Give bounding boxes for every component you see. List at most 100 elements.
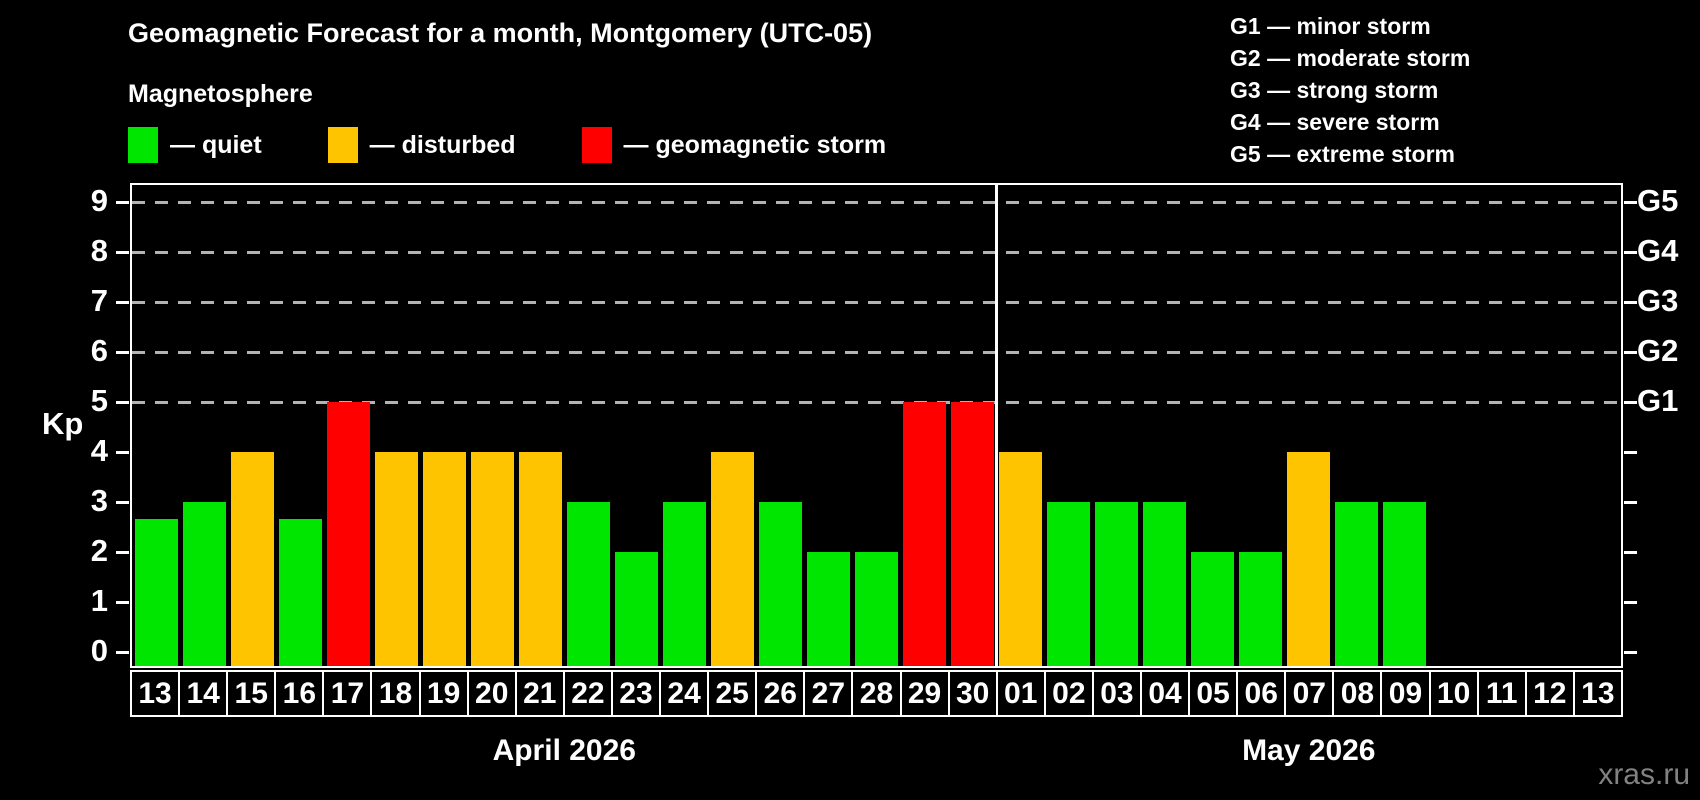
day-label-15: 15: [226, 670, 277, 717]
day-label-13: 13: [1572, 670, 1623, 717]
y-axis-tick-right-8: [1624, 251, 1637, 254]
day-label-22: 22: [562, 670, 613, 717]
kp-bar-day-06: [1239, 552, 1283, 666]
legend-label-storm: — geomagnetic storm: [623, 130, 887, 159]
day-label-13: 13: [130, 670, 181, 717]
kp-bar-day-02: [1047, 502, 1091, 666]
g-scale-tick-label-g3: G3: [1637, 283, 1679, 318]
y-axis-tick-left-6: [116, 351, 129, 354]
kp-bar-day-13: [134, 518, 178, 666]
day-label-17: 17: [322, 670, 373, 717]
day-label-03: 03: [1091, 670, 1142, 717]
day-label-05: 05: [1188, 670, 1239, 717]
gridline-kp5: [132, 401, 1621, 404]
chart-title: Geomagnetic Forecast for a month, Montgo…: [128, 18, 873, 48]
kp-bar-day-18: [374, 452, 418, 666]
y-axis-tick-label-3: 3: [90, 483, 108, 518]
kp-bar-day-27: [806, 552, 850, 666]
kp-bar-day-05: [1191, 552, 1235, 666]
y-axis-tick-right-3: [1624, 501, 1637, 504]
magnetosphere-legend: — quiet — disturbed — geomagnetic storm: [128, 127, 952, 163]
watermark: xras.ru: [1598, 758, 1690, 791]
disturbed-color-swatch: [327, 127, 358, 163]
y-axis-tick-right-1: [1624, 601, 1637, 604]
legend-label-quiet: — quiet: [170, 130, 262, 159]
y-axis-tick-left-8: [116, 251, 129, 254]
kp-bar-day-26: [758, 502, 802, 666]
kp-bar-day-08: [1335, 502, 1379, 666]
kp-bar-day-14: [182, 502, 226, 666]
month-separator-line: [995, 185, 999, 666]
y-axis-tick-right-7: [1624, 301, 1637, 304]
gridline-kp7: [132, 301, 1621, 304]
day-label-27: 27: [803, 670, 854, 717]
day-label-01: 01: [995, 670, 1046, 717]
g2-legend-line: G2 — moderate storm: [1230, 45, 1471, 71]
day-label-11: 11: [1476, 670, 1527, 717]
y-axis-tick-label-9: 9: [90, 183, 108, 218]
y-axis-tick-right-0: [1624, 651, 1637, 654]
kp-bar-day-09: [1383, 502, 1427, 666]
day-label-20: 20: [466, 670, 517, 717]
chart-subtitle: Magnetosphere: [128, 80, 313, 108]
day-label-04: 04: [1139, 670, 1191, 717]
kp-bar-day-17: [326, 402, 370, 666]
g-scale-tick-label-g2: G2: [1637, 333, 1679, 368]
y-axis-tick-label-1: 1: [90, 583, 108, 618]
day-label-21: 21: [514, 670, 565, 717]
storm-color-swatch: [581, 127, 612, 163]
kp-bar-day-20: [470, 452, 514, 666]
kp-bar-day-01: [999, 452, 1043, 666]
kp-bar-day-25: [710, 452, 754, 666]
day-label-16: 16: [274, 670, 325, 717]
y-axis-tick-right-9: [1624, 201, 1637, 204]
y-axis-tick-label-6: 6: [90, 333, 108, 368]
gridline-kp8: [132, 251, 1621, 254]
g-scale-tick-label-g5: G5: [1637, 183, 1679, 218]
y-axis-tick-label-7: 7: [90, 283, 108, 318]
y-axis-tick-label-4: 4: [90, 433, 108, 468]
y-axis-tick-right-4: [1624, 451, 1637, 454]
day-label-29: 29: [899, 670, 950, 717]
day-label-10: 10: [1428, 670, 1479, 717]
y-axis-tick-left-4: [116, 451, 129, 454]
g-scale-legend: G1 — minor storm G2 — moderate storm G3 …: [1230, 10, 1470, 170]
gridline-kp6: [132, 351, 1621, 354]
y-axis-tick-label-2: 2: [90, 533, 108, 568]
kp-bar-day-07: [1287, 452, 1331, 666]
g5-legend-line: G5 — extreme storm: [1230, 141, 1455, 167]
day-label-14: 14: [178, 670, 229, 717]
y-axis-tick-left-1: [116, 601, 129, 604]
y-axis-tick-label-0: 0: [90, 633, 108, 668]
y-axis-tick-right-5: [1624, 401, 1637, 404]
y-axis-tick-label-5: 5: [90, 383, 108, 418]
day-label-30: 30: [947, 670, 998, 717]
day-label-09: 09: [1380, 670, 1431, 717]
legend-item-disturbed: — disturbed: [327, 127, 516, 163]
kp-bar-day-23: [614, 552, 658, 666]
day-label-18: 18: [370, 670, 421, 717]
y-axis-tick-right-6: [1624, 351, 1637, 354]
y-axis-tick-left-0: [116, 651, 129, 654]
day-label-08: 08: [1332, 670, 1383, 717]
day-label-23: 23: [610, 670, 662, 717]
kp-bar-day-28: [854, 552, 898, 666]
y-axis-tick-left-5: [116, 401, 129, 404]
g3-legend-line: G3 — strong storm: [1230, 77, 1439, 103]
kp-bar-day-21: [518, 452, 562, 666]
kp-bar-day-19: [422, 452, 466, 666]
quiet-color-swatch: [128, 127, 158, 163]
g-scale-tick-label-g1: G1: [1637, 383, 1679, 418]
y-axis-tick-left-9: [116, 201, 129, 204]
kp-bar-day-22: [566, 502, 610, 666]
y-axis-title-kp: Kp: [42, 406, 84, 441]
legend-label-disturbed: — disturbed: [369, 130, 516, 159]
kp-bar-day-30: [951, 402, 995, 666]
y-axis-tick-label-8: 8: [90, 233, 108, 268]
kp-bar-day-15: [230, 452, 274, 666]
day-label-24: 24: [659, 670, 710, 717]
kp-bar-day-24: [662, 502, 706, 666]
legend-item-quiet: — quiet: [128, 127, 262, 163]
y-axis-tick-left-7: [116, 301, 129, 304]
day-label-19: 19: [418, 670, 469, 717]
